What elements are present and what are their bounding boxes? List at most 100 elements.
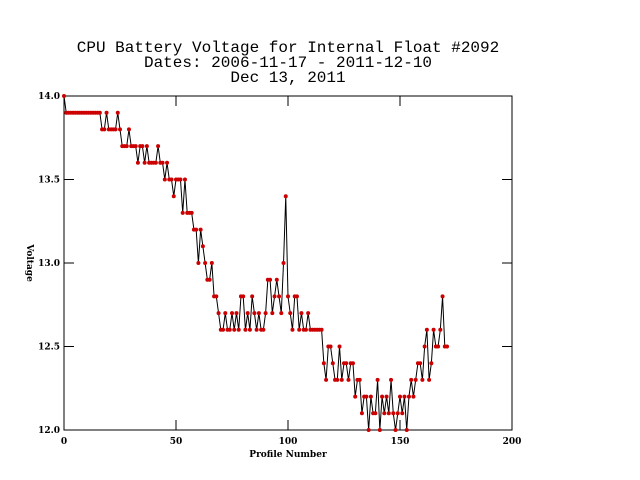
x-tick-label: 100 [279,437,298,447]
point-marker [182,177,187,182]
point-marker [424,327,429,332]
point-marker [389,377,394,382]
point-marker [420,377,425,382]
point-marker [169,177,174,182]
y-axis-label: Voltage [24,243,34,282]
point-marker [294,294,299,299]
x-tick-label: 150 [391,437,410,447]
point-marker [328,344,333,349]
point-marker [118,127,122,132]
point-marker [440,294,445,299]
point-marker [277,294,282,299]
point-marker [431,327,436,332]
point-marker [436,344,441,349]
x-axis-label: Profile Number [249,450,327,460]
point-marker [418,361,423,366]
point-marker [203,261,208,265]
point-marker [335,377,340,382]
point-marker [216,311,221,316]
point-marker [364,394,369,399]
point-marker [375,377,380,382]
point-marker [171,194,176,199]
point-marker [227,327,232,332]
point-marker [261,327,266,332]
point-marker [230,311,234,316]
point-marker [135,160,140,165]
point-marker [386,411,391,416]
series-line [63,95,448,431]
point-marker [272,294,277,299]
point-marker [281,261,286,265]
point-marker [250,294,255,299]
point-marker [245,311,250,316]
point-marker [324,377,329,382]
point-marker [321,361,326,366]
point-marker [337,344,342,349]
x-tick-label: 50 [170,437,183,447]
point-marker [438,327,443,332]
point-marker [223,311,228,316]
y-tick-label: 13.5 [38,176,60,186]
point-marker [207,277,212,282]
point-marker [411,394,416,399]
point-marker [189,210,194,215]
point-marker [126,127,131,132]
point-marker [140,144,145,149]
point-marker [445,344,450,349]
y-tick-label: 14.0 [38,92,60,102]
point-marker [62,94,66,98]
point-marker [113,127,118,132]
point-marker [306,311,311,316]
point-marker [254,327,259,332]
point-marker [384,394,389,399]
point-marker [133,144,138,149]
point-marker [268,277,273,282]
point-marker [115,110,120,115]
point-marker [165,160,170,165]
y-tick-label: 12.5 [38,343,60,353]
point-marker [124,144,129,149]
point-marker [156,144,161,149]
point-marker [178,177,183,182]
title-line: CPU Battery Voltage for Internal Float #… [77,39,499,57]
point-marker [270,311,275,316]
point-marker [196,261,201,265]
point-marker [263,311,268,316]
point-marker [330,361,335,366]
point-marker [256,311,261,316]
point-marker [234,311,239,316]
point-marker [236,327,241,332]
x-tick-label: 0 [61,437,67,447]
point-marker [102,127,107,132]
point-marker [104,110,109,115]
point-marker [391,411,396,416]
point-marker [406,394,411,399]
point-marker [153,160,158,165]
point-marker [180,210,185,215]
point-marker [97,110,102,115]
title-line: Dec 13, 2011 [230,69,345,87]
point-marker [393,428,398,432]
point-marker [427,377,432,382]
point-marker [290,327,295,332]
point-marker [395,411,400,416]
point-marker [243,327,248,332]
point-marker [429,361,434,366]
y-tick-label: 13.0 [38,259,60,269]
point-marker [252,311,257,316]
point-marker [198,227,203,232]
point-marker [247,327,252,332]
point-marker [142,160,147,165]
point-marker [398,394,402,399]
point-marker [299,311,304,316]
point-marker [214,294,219,299]
point-marker [162,177,167,182]
point-marker [346,377,351,382]
point-marker [279,311,284,316]
point-marker [303,327,308,332]
point-marker [194,227,199,232]
point-marker [400,411,405,416]
point-marker [200,244,205,249]
